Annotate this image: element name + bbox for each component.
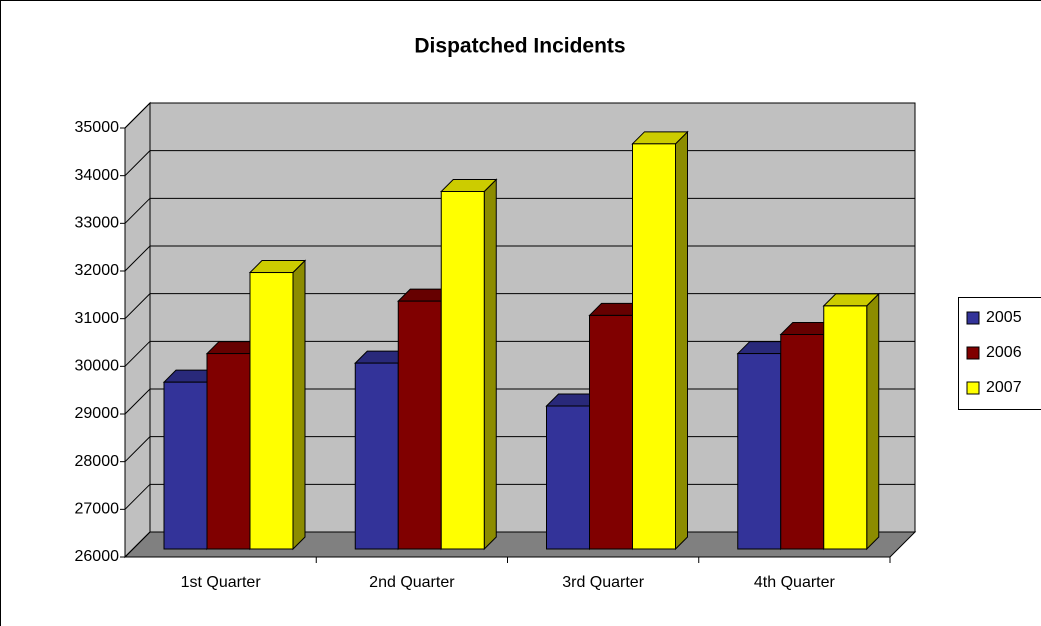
bar <box>546 405 590 550</box>
y-tick-label: 35000 <box>75 119 120 136</box>
bar <box>737 353 782 550</box>
y-tick-label: 30000 <box>75 358 120 375</box>
x-tick-label: 2nd Quarter <box>369 574 455 591</box>
legend-label: 2005 <box>986 309 1022 326</box>
side-wall <box>124 101 151 559</box>
x-tick-label: 4th Quarter <box>754 574 836 591</box>
bar <box>397 300 442 550</box>
y-tick-label: 34000 <box>75 167 120 184</box>
y-tick-label: 29000 <box>75 405 120 422</box>
bar <box>632 143 676 550</box>
y-tick-label: 32000 <box>75 262 120 279</box>
y-tick-label: 31000 <box>75 310 120 327</box>
bar-side <box>292 259 306 551</box>
x-tick-label: 1st Quarter <box>181 574 262 591</box>
chart-title: Dispatched Incidents <box>414 35 625 58</box>
legend-swatch <box>966 346 980 360</box>
legend-label: 2006 <box>986 344 1022 361</box>
bar-side <box>866 292 880 551</box>
bar <box>354 362 399 550</box>
y-tick-label: 27000 <box>75 501 120 518</box>
bar-side <box>483 178 497 551</box>
x-tick-label: 3rd Quarter <box>562 574 644 591</box>
legend-swatch <box>966 381 980 395</box>
grid-line <box>124 102 915 129</box>
bar <box>249 272 294 550</box>
bar <box>440 191 485 550</box>
bar-side <box>675 130 688 551</box>
y-tick-label: 33000 <box>75 215 120 232</box>
bar <box>589 314 633 550</box>
bar <box>206 353 251 550</box>
legend-swatch <box>966 311 980 325</box>
y-tick-label: 26000 <box>75 548 120 565</box>
bar <box>163 381 208 550</box>
bar <box>823 305 868 550</box>
bar <box>780 334 825 550</box>
y-tick-label: 28000 <box>75 453 120 470</box>
legend-label: 2007 <box>986 379 1022 396</box>
